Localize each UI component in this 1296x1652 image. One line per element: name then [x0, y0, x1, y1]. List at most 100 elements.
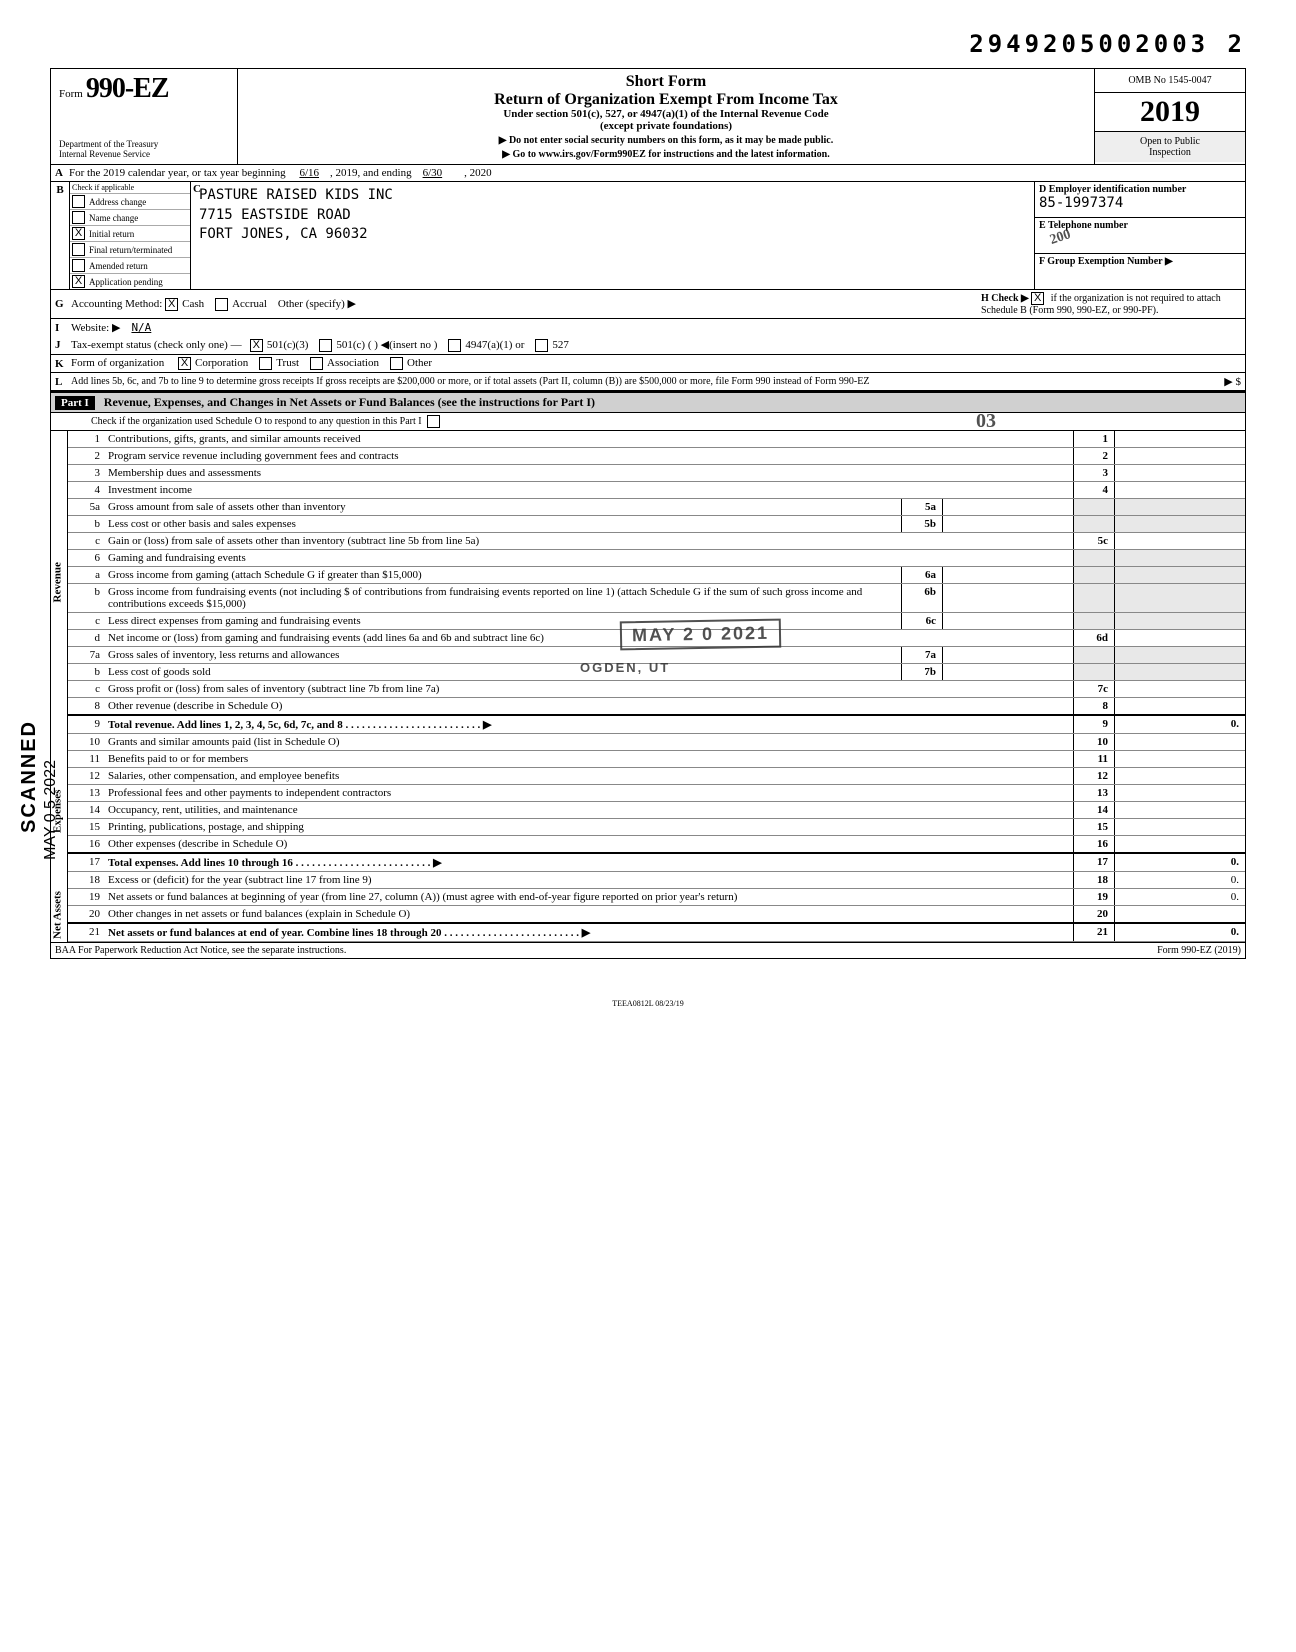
check-box[interactable] [72, 243, 85, 256]
inspection1: Open to Public [1097, 136, 1243, 147]
line-description: Excess or (deficit) for the year (subtra… [104, 872, 1074, 889]
trust-label: Trust [276, 357, 299, 369]
line-amount[interactable] [1115, 698, 1246, 716]
corporation-checkbox[interactable]: X [178, 357, 191, 370]
line-amount[interactable]: 0. [1115, 872, 1246, 889]
line-num-blocked [1074, 499, 1115, 516]
schedule-o-checkbox[interactable] [427, 415, 440, 428]
table-row: 9Total revenue. Add lines 1, 2, 3, 4, 5c… [51, 715, 1245, 734]
527-checkbox[interactable] [535, 339, 548, 352]
501c3-checkbox[interactable]: X [250, 339, 263, 352]
4947a1-checkbox[interactable] [448, 339, 461, 352]
row-l-label: L [55, 376, 71, 388]
row-k-label: K [55, 358, 71, 370]
line-num: 21 [1074, 923, 1115, 942]
table-row: 5aGross amount from sale of assets other… [51, 499, 1245, 516]
line-num-blocked [1074, 613, 1115, 630]
line-amount[interactable] [1115, 465, 1246, 482]
received-stamp: MAY 2 0 2021 [620, 619, 782, 651]
inner-line-amount[interactable] [943, 499, 1074, 516]
header-left: Form 990-EZ Department of the Treasury I… [51, 69, 238, 164]
line-amount[interactable] [1115, 906, 1246, 924]
line-description: Other revenue (describe in Schedule O) [104, 698, 1074, 716]
line-amount-blocked [1115, 550, 1246, 567]
check-box[interactable] [72, 195, 85, 208]
line-number: b [68, 516, 105, 533]
accrual-checkbox[interactable] [215, 298, 228, 311]
trust-checkbox[interactable] [259, 357, 272, 370]
line-amount[interactable] [1115, 448, 1246, 465]
check-row: XApplication pending [70, 274, 190, 289]
line-amount[interactable] [1115, 785, 1246, 802]
association-checkbox[interactable] [310, 357, 323, 370]
form-prefix: Form [59, 88, 83, 100]
inner-line-num: 6c [902, 613, 943, 630]
line-num: 11 [1074, 751, 1115, 768]
inner-line-amount[interactable] [943, 567, 1074, 584]
check-row: Name change [70, 210, 190, 226]
tax-exempt-label: Tax-exempt status (check only one) — [71, 339, 242, 351]
line-amount[interactable] [1115, 751, 1246, 768]
table-row: 3Membership dues and assessments3 [51, 465, 1245, 482]
line-description: Total revenue. Add lines 1, 2, 3, 4, 5c,… [104, 715, 1074, 734]
ein-cell: D Employer identification number 85-1997… [1035, 182, 1245, 218]
line-amount[interactable] [1115, 681, 1246, 698]
cash-checkbox[interactable]: X [165, 298, 178, 311]
line-number: 7a [68, 647, 105, 664]
check-row: Address change [70, 194, 190, 210]
footer-center: TEEA0812L 08/23/19 [50, 999, 1246, 1008]
inner-line-amount[interactable] [943, 664, 1074, 681]
row-k: K Form of organization XCorporation Trus… [51, 355, 1245, 373]
check-box[interactable] [72, 259, 85, 272]
h-checkbox[interactable]: X [1031, 292, 1044, 305]
line-number: 4 [68, 482, 105, 499]
inner-line-amount[interactable] [943, 516, 1074, 533]
check-row: Final return/terminated [70, 242, 190, 258]
other-org-checkbox[interactable] [390, 357, 403, 370]
inner-line-amount[interactable] [943, 647, 1074, 664]
line-num: 8 [1074, 698, 1115, 716]
check-box[interactable] [72, 211, 85, 224]
check-box[interactable]: X [72, 227, 85, 240]
line-amount[interactable] [1115, 431, 1246, 448]
line-number: 3 [68, 465, 105, 482]
subtitle2: (except private foundations) [244, 120, 1088, 132]
check-label: Initial return [89, 229, 134, 239]
row-a-tail: , 2020 [464, 167, 492, 179]
line-num: 18 [1074, 872, 1115, 889]
line-number: c [68, 613, 105, 630]
inner-line-amount[interactable] [943, 584, 1074, 613]
line-amount[interactable] [1115, 819, 1246, 836]
check-label: Name change [89, 213, 138, 223]
header-right: OMB No 1545-0047 2019 Open to Public Ins… [1094, 69, 1245, 164]
line-amount[interactable] [1115, 734, 1246, 751]
row-h-label: H Check ▶ [981, 293, 1029, 304]
line-amount[interactable] [1115, 836, 1246, 854]
check-box[interactable]: X [72, 275, 85, 288]
tracking-number: 2949205002003 2 [50, 30, 1246, 58]
line-description: Less cost of goods sold [104, 664, 902, 681]
line-amount[interactable]: 0. [1115, 889, 1246, 906]
line-amount[interactable] [1115, 802, 1246, 819]
line-amount[interactable]: 0. [1115, 923, 1246, 942]
inner-line-amount[interactable] [943, 613, 1074, 630]
line-number: 16 [68, 836, 105, 854]
ein-value: 85-1997374 [1039, 195, 1241, 211]
table-row: 12Salaries, other compensation, and empl… [51, 768, 1245, 785]
accrual-label: Accrual [232, 298, 267, 310]
line-amount[interactable] [1115, 630, 1246, 647]
group-exemption-label: F Group Exemption Number ▶ [1039, 256, 1173, 267]
line-amount[interactable] [1115, 768, 1246, 785]
line-amount[interactable]: 0. [1115, 853, 1246, 872]
line-amount[interactable] [1115, 482, 1246, 499]
line-num: 1 [1074, 431, 1115, 448]
association-label: Association [327, 357, 379, 369]
line-amount-blocked [1115, 647, 1246, 664]
row-a-label: A [55, 167, 63, 179]
row-l-arrow: ▶ $ [1224, 375, 1241, 388]
501c-checkbox[interactable] [319, 339, 332, 352]
line-amount[interactable]: 0. [1115, 715, 1246, 734]
title-line2: Return of Organization Exempt From Incom… [244, 91, 1088, 109]
line-amount[interactable] [1115, 533, 1246, 550]
cash-label: Cash [182, 298, 204, 310]
